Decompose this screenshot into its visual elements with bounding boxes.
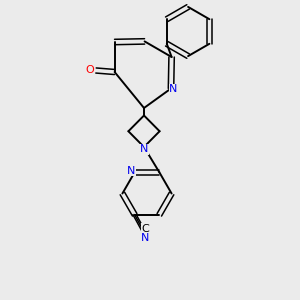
Text: N: N [127,166,135,176]
Text: N: N [169,84,178,94]
Text: O: O [85,65,94,76]
Text: N: N [141,232,150,243]
Text: N: N [140,144,148,154]
Text: C: C [142,224,149,234]
